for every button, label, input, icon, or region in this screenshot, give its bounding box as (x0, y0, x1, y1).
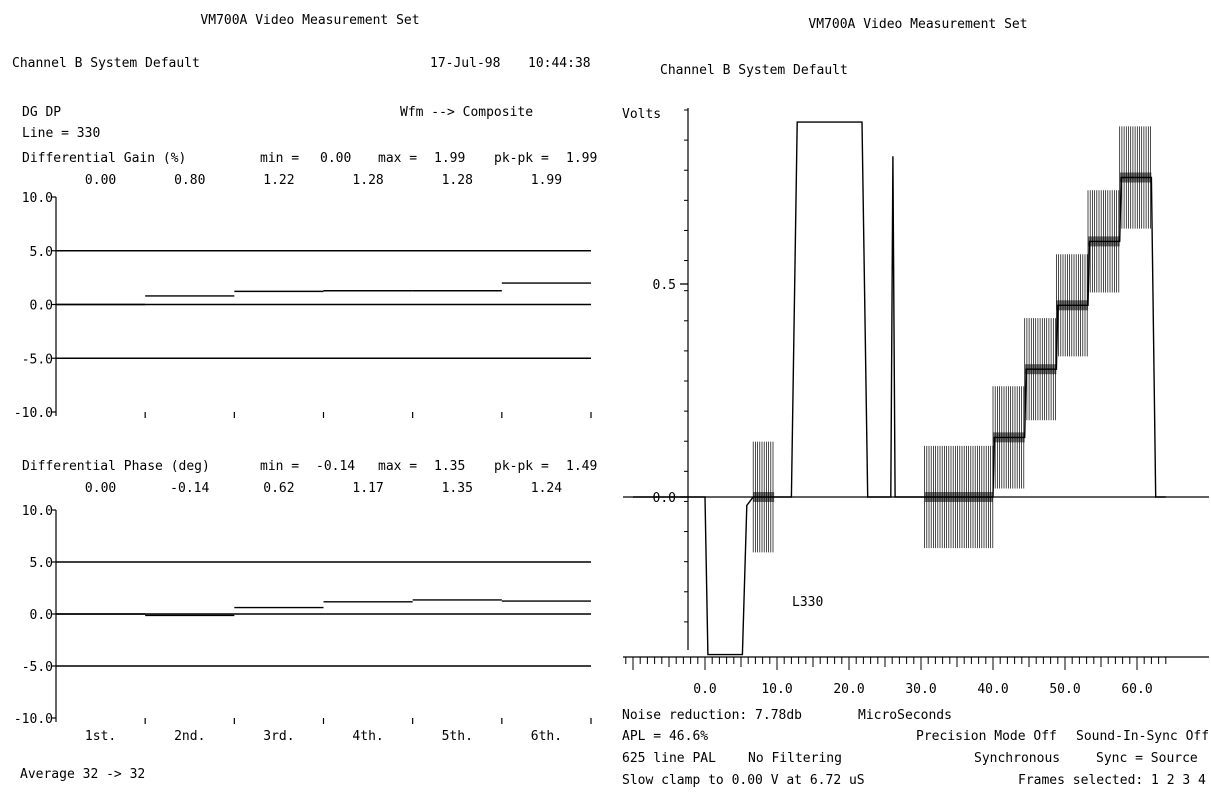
burst-center-band (1119, 172, 1152, 183)
line-number: Line = 330 (22, 126, 100, 141)
time-tick-label: 20.0 (833, 682, 864, 697)
x-category-label: 3rd. (263, 729, 294, 744)
apl-readout: APL = 46.6% (622, 729, 708, 744)
dg-pkpk-label: pk-pk = (494, 151, 549, 166)
precision-mode: Precision Mode Off (916, 729, 1057, 744)
right-channel-label: Channel B System Default (660, 63, 848, 78)
column-value-label: 1.17 (352, 481, 383, 496)
right-header-title: VM700A Video Measurement Set (808, 17, 1027, 32)
burst-center-band (993, 432, 1025, 443)
column-value-label: 0.62 (263, 481, 294, 496)
dp-max-value: 1.35 (434, 459, 465, 474)
y-tick-label: 5.0 (30, 245, 53, 260)
measurement-name: DG DP (22, 105, 61, 120)
microseconds-label: MicroSeconds (858, 708, 952, 723)
time-tick-label: 60.0 (1121, 682, 1152, 697)
clamp-setting: Slow clamp to 0.00 V at 6.72 uS (622, 773, 865, 788)
filtering: No Filtering (748, 751, 842, 766)
left-date: 17-Jul-98 (430, 56, 500, 71)
volts-tick-label: 0.5 (653, 278, 676, 293)
burst-center-band (1088, 236, 1120, 247)
time-tick-label: 10.0 (761, 682, 792, 697)
dp-pkpk-value: 1.49 (566, 459, 597, 474)
column-value-label: 1.28 (442, 173, 473, 188)
y-tick-label: -10.0 (14, 406, 53, 421)
time-tick-label: 0.0 (693, 682, 716, 697)
waveform-chart: 0.5 0.0 0.0 10.0 20.0 30.0 40.0 50.0 60.0 (623, 108, 1209, 697)
differential-gain-chart: 10.0 5.0 0.0 -5.0 -10.0 0.00 0.80 1.22 1.28 1.28 1… (14, 173, 592, 421)
x-category-label: 5th. (442, 729, 473, 744)
sync-source: Sync = Source (1096, 751, 1198, 766)
sound-in-sync: Sound-In-Sync Off (1076, 729, 1209, 744)
column-value-label: -0.14 (170, 481, 209, 496)
dg-min-value: 0.00 (320, 151, 351, 166)
column-value-label: 1.99 (531, 173, 562, 188)
x-category-label: 1st. (85, 729, 116, 744)
column-value-label: 0.00 (85, 481, 116, 496)
time-tick-label: 40.0 (977, 682, 1008, 697)
left-header-title: VM700A Video Measurement Set (200, 13, 419, 28)
left-time: 10:44:38 (528, 56, 591, 71)
differential-phase-chart: 10.0 5.0 0.0 -5.0 -10.0 0.00 -0.14 0.62 1.17 1.35… (14, 481, 592, 744)
dp-min-value: -0.14 (316, 459, 355, 474)
burst-center-band (753, 492, 775, 502)
line-standard: 625 line PAL (622, 751, 716, 766)
x-category-label: 4th. (352, 729, 383, 744)
burst-center-band (1024, 364, 1057, 375)
dp-pkpk-label: pk-pk = (494, 459, 549, 474)
column-value-label: 0.00 (85, 173, 116, 188)
dg-max-value: 1.99 (434, 151, 465, 166)
time-tick-label: 30.0 (905, 682, 936, 697)
waveform-trace (633, 121, 1166, 656)
volts-axis-label: Volts (622, 107, 661, 122)
y-tick-label: 10.0 (22, 504, 53, 519)
column-value-label: 1.28 (352, 173, 383, 188)
noise-reduction: Noise reduction: 7.78db (622, 708, 802, 723)
x-category-label: 2nd. (174, 729, 205, 744)
dg-min-label: min = (260, 151, 299, 166)
dp-max-label: max = (378, 459, 417, 474)
dg-pkpk-value: 1.99 (566, 151, 597, 166)
burst-center-band (924, 492, 993, 502)
column-value-label: 1.35 (442, 481, 473, 496)
y-tick-label: 5.0 (30, 556, 53, 571)
burst-center-band (1056, 300, 1089, 311)
frames-selected: Frames selected: 1 2 3 4 (1018, 773, 1206, 788)
column-value-label: 1.24 (531, 481, 562, 496)
y-tick-label: -5.0 (22, 660, 53, 675)
average-readout: Average 32 -> 32 (20, 767, 145, 782)
dg-title: Differential Gain (%) (22, 151, 186, 166)
waveform-mode: Wfm --> Composite (400, 105, 533, 120)
y-tick-label: 10.0 (22, 191, 53, 206)
y-tick-label: -10.0 (14, 712, 53, 727)
x-category-label: 6th. (531, 729, 562, 744)
dp-title: Differential Phase (deg) (22, 459, 210, 474)
column-value-label: 1.22 (263, 173, 294, 188)
column-value-label: 0.80 (174, 173, 205, 188)
volts-tick-label: 0.0 (653, 491, 676, 506)
y-tick-label: 0.0 (30, 608, 53, 623)
y-tick-label: 0.0 (30, 299, 53, 314)
dg-max-label: max = (378, 151, 417, 166)
line-tag: L330 (792, 595, 823, 610)
time-tick-label: 50.0 (1049, 682, 1080, 697)
dp-min-label: min = (260, 459, 299, 474)
synchronous: Synchronous (974, 751, 1060, 766)
y-tick-label: -5.0 (22, 352, 53, 367)
left-channel-label: Channel B System Default (12, 56, 200, 71)
